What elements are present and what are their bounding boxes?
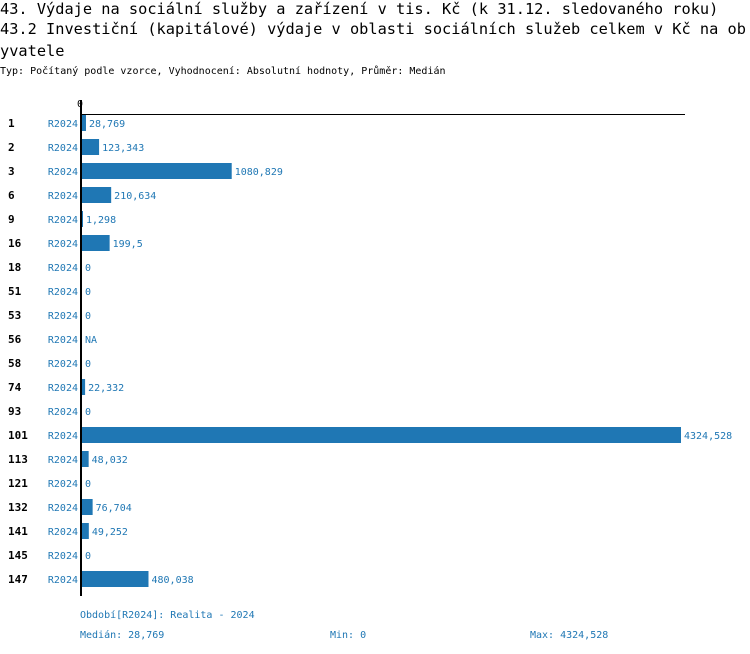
bar [82,427,681,443]
bar [82,139,100,155]
series-label: R2024 [48,239,78,250]
data-label: 0 [85,551,91,562]
median-stat: Medián: 28,769 [80,630,165,641]
series-label: R2024 [48,503,78,514]
category-label: 9 [8,213,15,226]
data-label: 4324,528 [684,431,732,442]
series-label: R2024 [48,551,78,562]
chart-subtitle-indicator-cont: yvatele [0,42,65,60]
category-label: 16 [8,237,22,250]
series-label: R2024 [48,215,78,226]
series-label: R2024 [48,455,78,466]
category-label: 6 [8,189,15,202]
series-label: R2024 [48,191,78,202]
category-label: 18 [8,261,21,274]
bar [82,571,149,587]
data-label: 0 [85,311,91,322]
bar [82,211,83,227]
series-label: R2024 [48,263,78,274]
category-label: 93 [8,405,21,418]
max-stat: Max: 4324,528 [530,630,609,641]
data-label: 123,343 [102,143,144,154]
data-label: 0 [85,359,91,370]
bar [82,523,89,539]
series-label: R2024 [48,479,78,490]
category-label: 58 [8,357,21,370]
data-label: NA [85,335,97,346]
category-label: 1 [8,117,15,130]
category-label: 141 [8,525,28,538]
data-label: 28,769 [89,119,125,130]
data-label: 0 [85,407,91,418]
category-label: 132 [8,501,28,514]
category-label: 74 [8,381,22,394]
chart-title: 43. Výdaje na sociální služby a zařízení… [0,0,719,18]
series-label: R2024 [48,335,78,346]
category-label: 145 [8,549,28,562]
period-legend: Období[R2024]: Realita - 2024 [80,610,255,621]
category-label: 51 [8,285,22,298]
category-label: 121 [8,477,28,490]
zero-line [80,100,82,596]
chart-subtitle-indicator: 43.2 Investiční (kapitálové) výdaje v ob… [0,20,746,38]
bar [82,115,86,131]
data-label: 0 [85,263,91,274]
data-label: 76,704 [96,503,132,514]
chart-type-info: Typ: Počítaný podle vzorce, Vyhodnocení:… [0,66,446,77]
series-label: R2024 [48,431,78,442]
series-label: R2024 [48,575,78,586]
data-label: 0 [85,479,91,490]
series-label: R2024 [48,407,78,418]
data-label: 49,252 [92,527,128,538]
bar [82,235,110,251]
bar [82,499,93,515]
series-label: R2024 [48,359,78,370]
data-label: 210,634 [114,191,156,202]
data-label: 1,298 [86,215,116,226]
series-label: R2024 [48,311,78,322]
data-label: 48,032 [92,455,128,466]
data-label: 22,332 [88,383,124,394]
series-label: R2024 [48,527,78,538]
category-label: 2 [8,141,15,154]
category-label: 113 [8,453,28,466]
bar [82,163,232,179]
category-label: 147 [8,573,28,586]
series-label: R2024 [48,287,78,298]
series-label: R2024 [48,119,78,130]
bar [82,379,86,395]
category-label: 101 [8,429,28,442]
series-label: R2024 [48,143,78,154]
bar [82,451,89,467]
data-label: 0 [85,287,91,298]
series-label: R2024 [48,383,78,394]
data-label: 480,038 [151,575,193,586]
bar [82,187,112,203]
min-stat: Min: 0 [330,630,367,641]
category-label: 56 [8,333,22,346]
data-label: 1080,829 [235,167,283,178]
data-label: 199,5 [113,239,143,250]
series-label: R2024 [48,167,78,178]
category-label: 3 [8,165,15,178]
category-label: 53 [8,309,21,322]
